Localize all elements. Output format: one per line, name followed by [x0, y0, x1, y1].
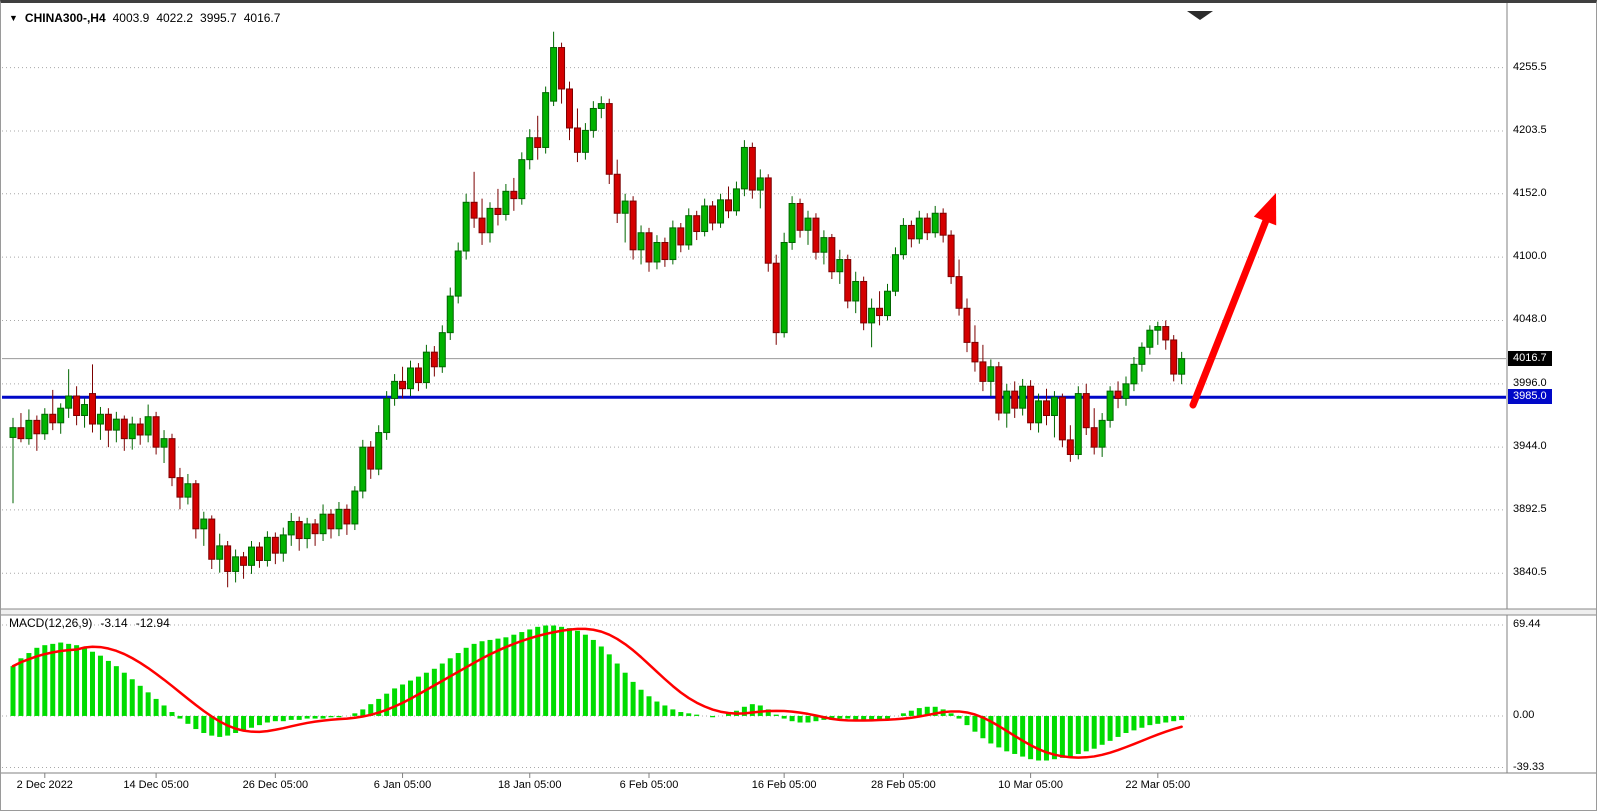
candlestick-series	[9, 31, 1186, 588]
symbol-dropdown-icon[interactable]: ▼	[9, 13, 18, 23]
high-value: 4022.2	[156, 11, 194, 25]
current-price-badge-value: 4016.7	[1513, 351, 1547, 364]
macd-signal-value: -12.94	[135, 616, 170, 630]
macd-histogram	[10, 625, 1185, 761]
symbol-ohlc-header: ▼ CHINA300-,H4 4003.9 4022.2 3995.7 4016…	[9, 11, 280, 25]
low-value: 3995.7	[200, 11, 237, 25]
time-axis-ticks	[44, 773, 1159, 778]
symbol-period-label: CHINA300-,H4	[24, 11, 106, 25]
open-value: 4003.9	[112, 11, 150, 25]
chart-shift-marker[interactable]	[1187, 11, 1213, 20]
support-line-badge-value: 3985.0	[1513, 390, 1547, 403]
macd-main-value: -3.14	[100, 616, 128, 630]
macd-indicator-label: MACD(12,26,9) -3.14 -12.94	[9, 616, 170, 630]
support-line-badge: 3985.0	[1508, 389, 1552, 405]
macd-title: MACD(12,26,9)	[9, 616, 93, 630]
trend-arrow[interactable]	[1189, 193, 1277, 409]
current-price-badge: 4016.7	[1508, 350, 1552, 366]
close-value: 4016.7	[243, 11, 281, 25]
chart-canvas[interactable]	[1, 3, 1597, 811]
macd-signal-line	[11, 627, 1183, 759]
panel-splitter[interactable]	[1, 609, 1597, 615]
chart-frame	[1, 3, 1597, 774]
